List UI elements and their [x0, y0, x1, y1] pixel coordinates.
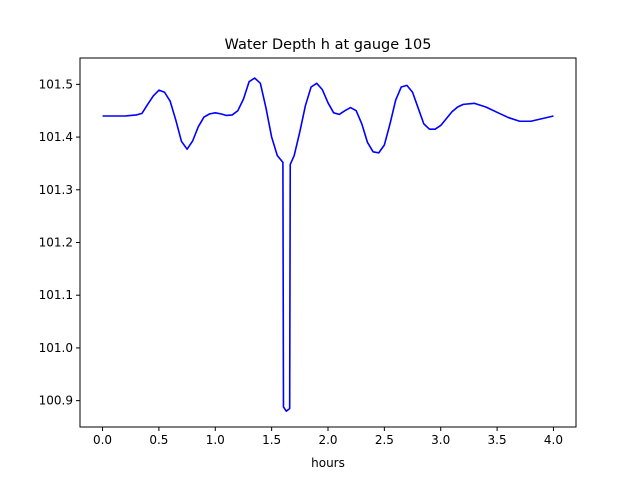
y-tick-label: 101.5 — [39, 77, 73, 91]
y-tick-label: 101.4 — [39, 130, 73, 144]
x-tick-label: 1.5 — [262, 433, 281, 447]
x-axis: 0.0 0.5 1.0 1.5 2.0 2.5 3.0 3.5 4.0 — [93, 427, 563, 447]
chart-title: Water Depth h at gauge 105 — [225, 37, 432, 53]
series-line-1 — [102, 77, 554, 412]
x-tick-label: 0.0 — [93, 433, 112, 447]
x-tick-label: 0.5 — [149, 433, 168, 447]
y-tick-label: 101.0 — [39, 341, 73, 355]
x-tick-label: 2.5 — [375, 433, 394, 447]
x-tick-label: 3.0 — [431, 433, 450, 447]
x-tick-label: 3.5 — [488, 433, 507, 447]
y-tick-label: 100.9 — [39, 394, 73, 408]
x-tick-label: 4.0 — [544, 433, 563, 447]
x-tick-label: 1.0 — [206, 433, 225, 447]
y-tick-label: 101.1 — [39, 288, 73, 302]
y-tick-label: 101.3 — [39, 183, 73, 197]
y-tick-label: 101.2 — [39, 236, 73, 250]
x-axis-label: hours — [311, 456, 345, 470]
x-tick-label: 2.0 — [318, 433, 337, 447]
y-axis: 100.9 101.0 101.1 101.2 101.3 101.4 101.5 — [39, 77, 80, 408]
